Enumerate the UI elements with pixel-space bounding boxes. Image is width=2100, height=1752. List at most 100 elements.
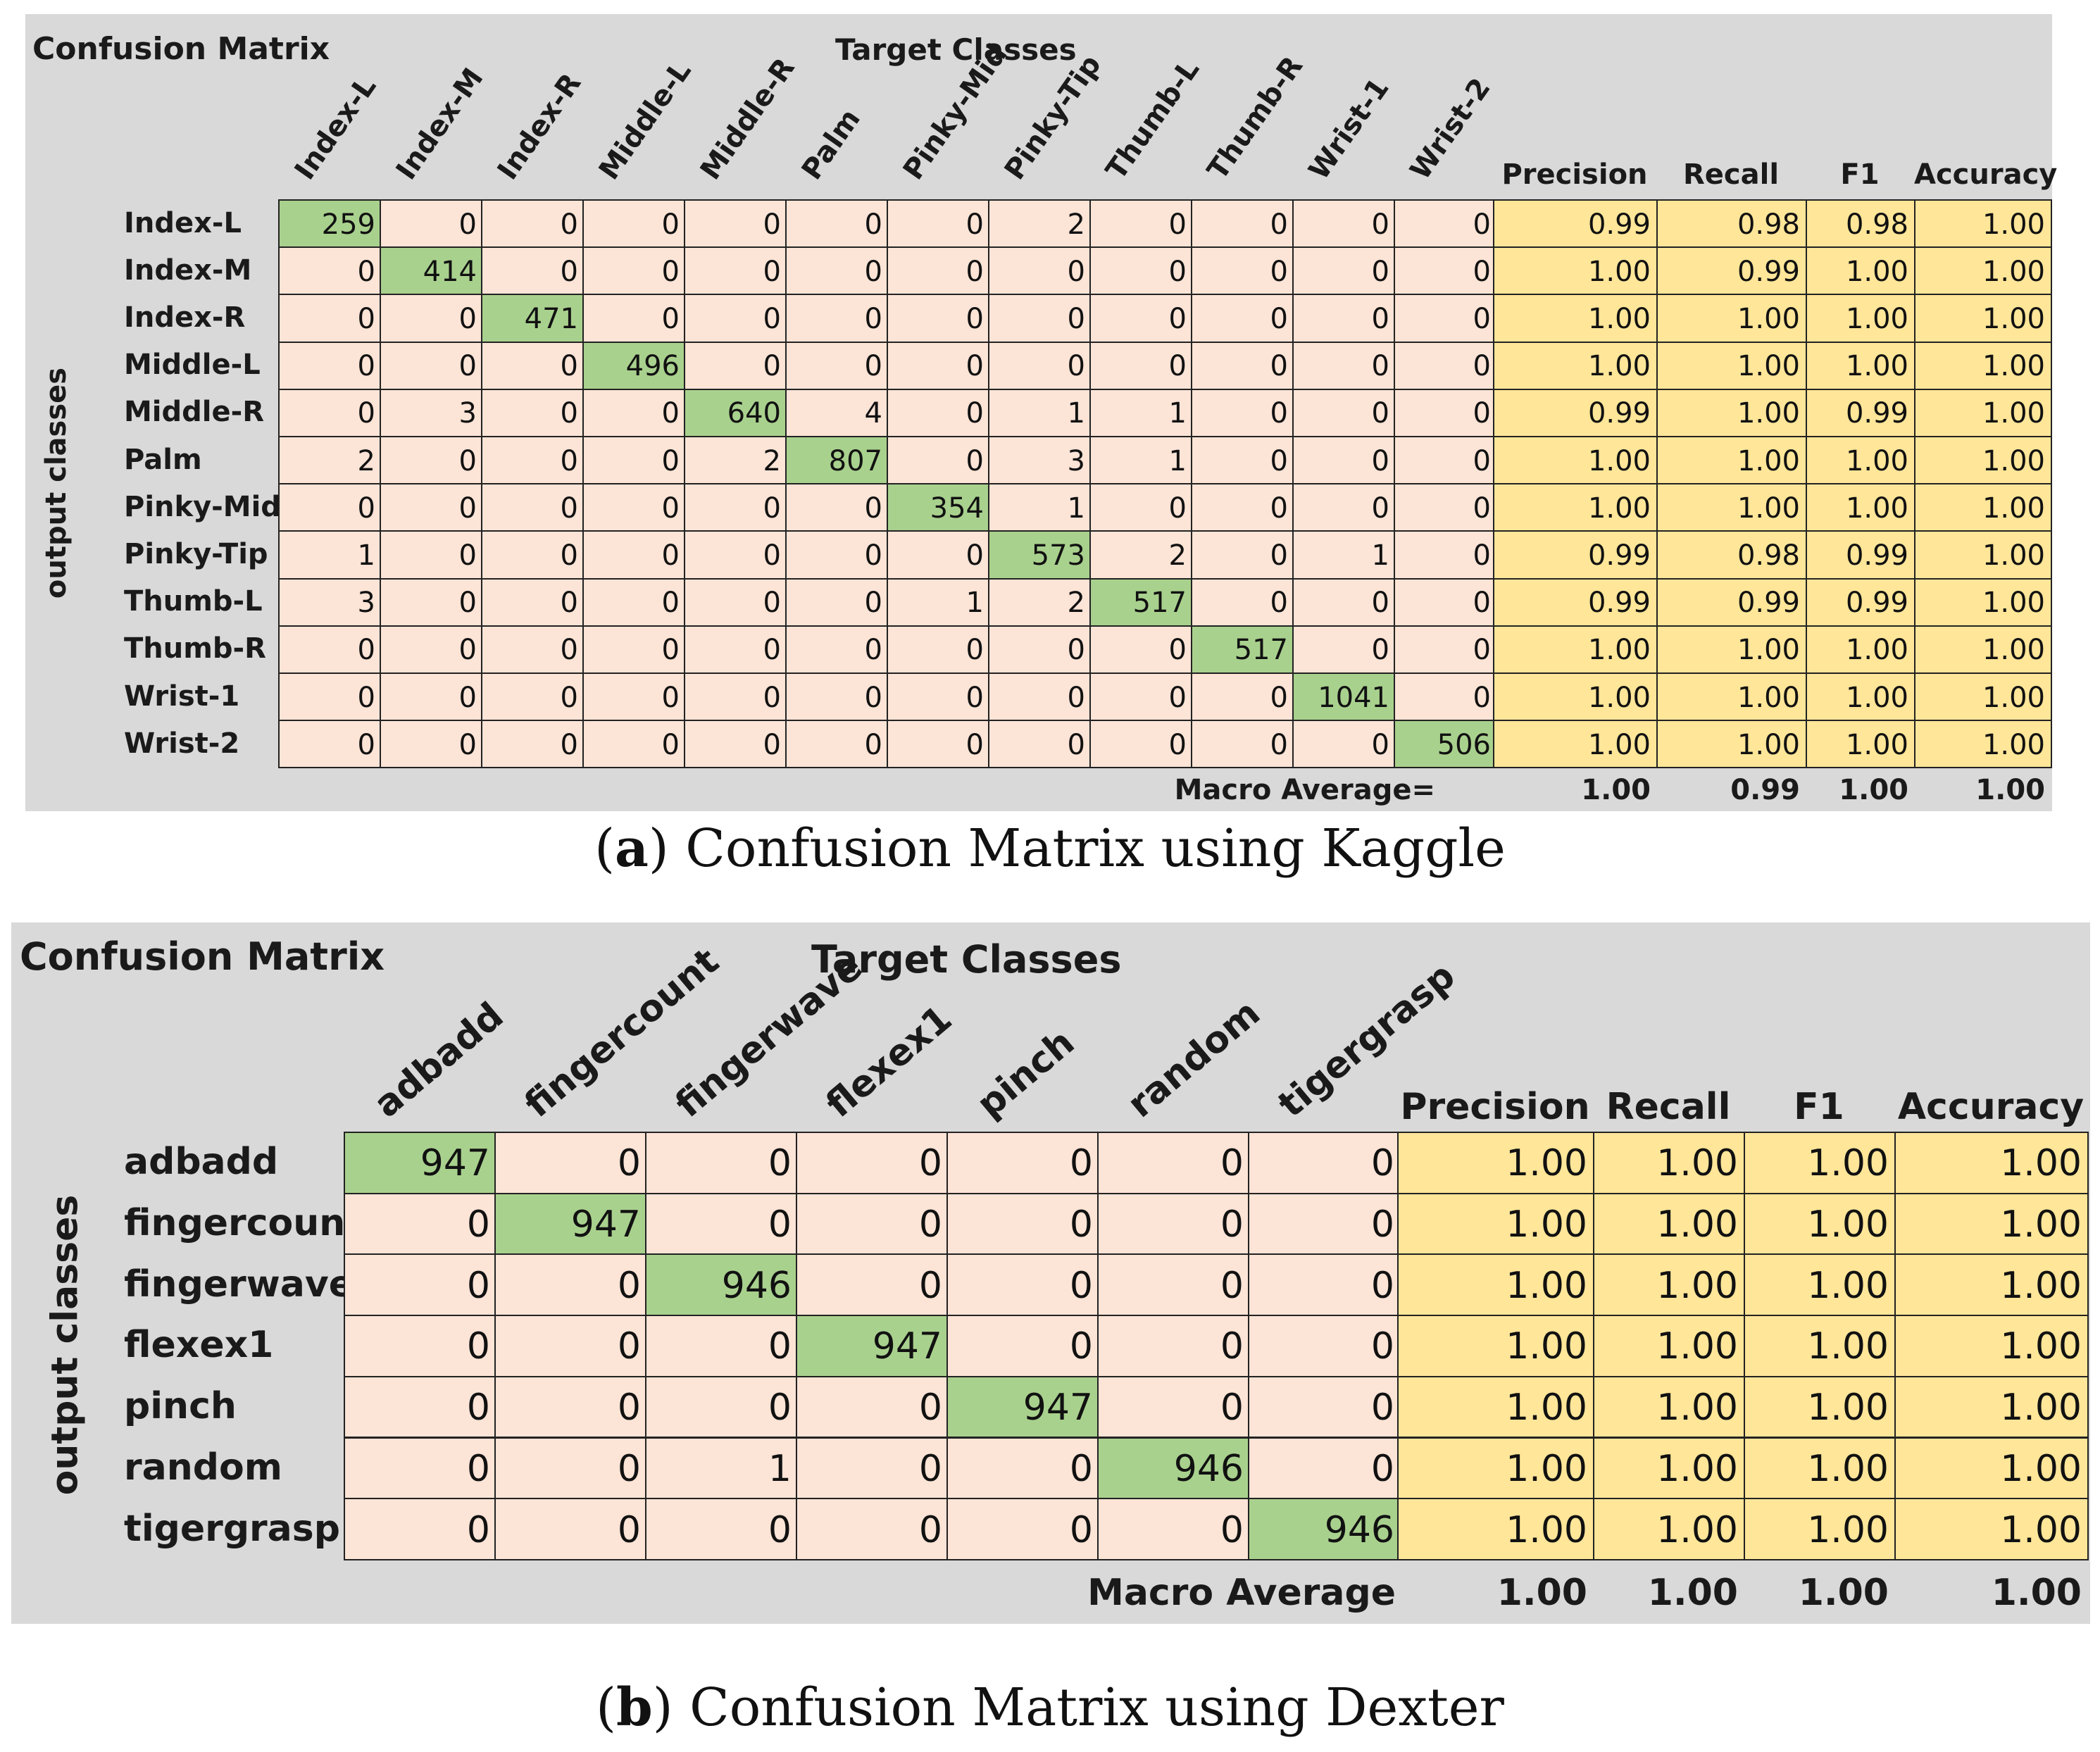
metric-cell-b: 1.00 xyxy=(1397,1437,1594,1500)
matrix-cell-a: 0 xyxy=(1394,672,1496,722)
output-class-label-a: Index-R xyxy=(124,301,246,334)
caption-a-letter: a xyxy=(614,818,649,879)
metric-cell-b: 1.00 xyxy=(1593,1375,1745,1439)
metric-cell-b: 1.00 xyxy=(1744,1192,1896,1256)
matrix-cell-a: 0 xyxy=(988,625,1091,674)
matrix-cell-a: 0 xyxy=(1089,625,1192,674)
matrix-cell-a: 0 xyxy=(1292,246,1395,296)
caption-a: (a) Confusion Matrix using Kaggle xyxy=(594,818,1506,879)
matrix-cell-b: 0 xyxy=(946,1132,1099,1194)
matrix-cell-a: 496 xyxy=(582,341,685,390)
matrix-cell-a: 0 xyxy=(481,199,584,249)
metric-cell-b: 1.00 xyxy=(1397,1315,1594,1377)
panel-title-a: Confusion Matrix xyxy=(32,31,330,67)
matrix-cell-b: 947 xyxy=(344,1132,496,1194)
matrix-cell-b: 0 xyxy=(946,1192,1099,1256)
metric-cell-a: 1.00 xyxy=(1914,436,2052,485)
metric-cell-a: 0.99 xyxy=(1493,577,1658,627)
matrix-cell-b: 0 xyxy=(1097,1375,1249,1439)
metric-cell-b: 1.00 xyxy=(1744,1437,1896,1500)
matrix-cell-a: 0 xyxy=(1292,294,1395,343)
matrix-cell-a: 0 xyxy=(684,483,787,532)
macro-average-value-a: 0.99 xyxy=(1730,774,1800,806)
matrix-cell-a: 0 xyxy=(481,530,584,580)
matrix-cell-a: 0 xyxy=(1089,294,1192,343)
matrix-cell-a: 0 xyxy=(481,341,584,390)
matrix-cell-b: 0 xyxy=(1248,1315,1400,1377)
output-class-label-b: flexex1 xyxy=(124,1324,274,1367)
metric-cell-a: 0.98 xyxy=(1806,199,1915,249)
metric-cell-a: 1.00 xyxy=(1656,483,1807,532)
matrix-cell-b: 947 xyxy=(796,1315,948,1377)
metric-cell-a: 1.00 xyxy=(1656,388,1807,437)
metric-header-a: F1 xyxy=(1840,158,1880,191)
matrix-cell-a: 0 xyxy=(582,530,685,580)
matrix-cell-a: 0 xyxy=(1191,672,1294,722)
matrix-cell-a: 0 xyxy=(785,483,888,532)
matrix-cell-a: 0 xyxy=(278,388,381,437)
matrix-cell-a: 517 xyxy=(1089,577,1192,627)
metric-cell-b: 1.00 xyxy=(1397,1253,1594,1317)
metric-cell-a: 1.00 xyxy=(1914,720,2052,769)
macro-average-label-b: Macro Average xyxy=(1087,1572,1396,1614)
metric-cell-a: 1.00 xyxy=(1914,199,2052,249)
metric-cell-a: 0.99 xyxy=(1656,246,1807,296)
matrix-cell-a: 0 xyxy=(380,577,482,627)
matrix-cell-a: 0 xyxy=(1191,483,1294,532)
matrix-cell-a: 0 xyxy=(582,388,685,437)
metric-cell-a: 0.98 xyxy=(1656,530,1807,580)
metric-cell-a: 1.00 xyxy=(1806,625,1915,674)
matrix-cell-a: 0 xyxy=(380,483,482,532)
matrix-cell-a: 0 xyxy=(1089,341,1192,390)
matrix-cell-a: 471 xyxy=(481,294,584,343)
matrix-cell-a: 0 xyxy=(887,530,989,580)
matrix-cell-a: 0 xyxy=(1191,341,1294,390)
matrix-cell-a: 0 xyxy=(1394,436,1496,485)
metric-cell-a: 0.99 xyxy=(1806,388,1915,437)
matrix-cell-a: 0 xyxy=(785,577,888,627)
matrix-cell-a: 0 xyxy=(582,436,685,485)
metric-cell-a: 1.00 xyxy=(1806,246,1915,296)
metric-cell-b: 1.00 xyxy=(1744,1375,1896,1439)
metric-header-a: Accuracy xyxy=(1914,158,2058,191)
macro-average-value-b: 1.00 xyxy=(1798,1572,1889,1614)
output-class-label-b: tigergrasp xyxy=(124,1507,340,1550)
output-classes-label-a: output classes xyxy=(40,368,73,599)
matrix-cell-a: 0 xyxy=(582,483,685,532)
metric-cell-b: 1.00 xyxy=(1397,1132,1594,1194)
matrix-cell-a: 3 xyxy=(988,436,1091,485)
metric-cell-a: 1.00 xyxy=(1914,294,2052,343)
matrix-cell-a: 0 xyxy=(380,199,482,249)
output-class-label-b: fingerwave xyxy=(124,1263,354,1306)
matrix-cell-b: 0 xyxy=(1097,1132,1249,1194)
matrix-cell-a: 0 xyxy=(684,341,787,390)
matrix-cell-a: 0 xyxy=(785,672,888,722)
matrix-cell-a: 0 xyxy=(1191,246,1294,296)
matrix-cell-a: 0 xyxy=(988,341,1091,390)
matrix-cell-b: 0 xyxy=(645,1375,797,1439)
matrix-cell-b: 947 xyxy=(946,1375,1099,1439)
macro-average-value-b: 1.00 xyxy=(1496,1572,1587,1614)
macro-average-value-a: 1.00 xyxy=(1839,774,1908,806)
matrix-cell-a: 0 xyxy=(582,577,685,627)
matrix-cell-a: 2 xyxy=(988,577,1091,627)
metric-cell-b: 1.00 xyxy=(1593,1192,1745,1256)
matrix-cell-b: 0 xyxy=(1097,1498,1249,1560)
caption-b: (b) Confusion Matrix using Dexter xyxy=(596,1677,1504,1738)
matrix-cell-b: 0 xyxy=(1097,1253,1249,1317)
matrix-cell-a: 0 xyxy=(1089,720,1192,769)
metric-cell-a: 1.00 xyxy=(1914,483,2052,532)
matrix-cell-a: 0 xyxy=(887,341,989,390)
matrix-cell-b: 0 xyxy=(946,1437,1099,1500)
output-class-label-a: Pinky-Tip xyxy=(124,538,268,570)
matrix-cell-a: 0 xyxy=(1089,246,1192,296)
metric-header-b: Recall xyxy=(1606,1086,1731,1128)
matrix-cell-b: 0 xyxy=(344,1437,496,1500)
matrix-cell-b: 0 xyxy=(796,1437,948,1500)
metric-cell-a: 1.00 xyxy=(1806,483,1915,532)
matrix-cell-a: 0 xyxy=(481,720,584,769)
matrix-cell-a: 0 xyxy=(988,672,1091,722)
matrix-cell-a: 0 xyxy=(278,294,381,343)
metric-cell-a: 1.00 xyxy=(1914,388,2052,437)
matrix-cell-a: 0 xyxy=(887,294,989,343)
